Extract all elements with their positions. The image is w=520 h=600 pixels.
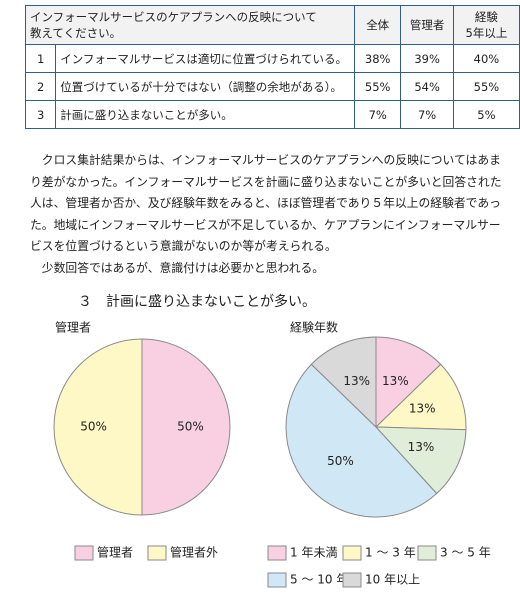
table-cell: 1 xyxy=(24,44,57,73)
legend-swatch xyxy=(417,545,437,561)
chart-title: 管理者 xyxy=(55,320,91,335)
slice-label: 13% xyxy=(343,374,370,388)
legend-label: 管理者外 xyxy=(170,545,218,560)
table-cell: 7% xyxy=(400,100,454,129)
legend-label: 1 年未満 xyxy=(290,546,337,560)
legend-label: 10 年以上 xyxy=(365,573,420,587)
pie-slice xyxy=(53,338,143,516)
pie-slice xyxy=(310,336,377,429)
header-cell: 管理者 xyxy=(400,5,454,45)
pie-slice xyxy=(374,363,467,431)
legend-swatch xyxy=(342,572,362,588)
header-cell: 全体 xyxy=(354,5,402,45)
section-heading: ３ 計画に盛り込まないことが多い。 xyxy=(78,294,316,310)
text-line: 少数回答ではあるが、意識付けは必要かと思われる。 xyxy=(30,260,325,275)
pie-slice xyxy=(374,426,467,495)
legend-swatch xyxy=(342,545,362,561)
table-cell: 55% xyxy=(452,72,520,101)
table-row: 2 位置づけているが十分ではない（調整の余地がある）。 55% 54% 55% xyxy=(24,72,520,101)
table-cell: 40% xyxy=(452,44,520,73)
legend-label: 3 ～ 5 年 xyxy=(440,546,491,560)
legend-label: 5 ～ 10 年 xyxy=(290,573,348,587)
survey-table: インフォーマルサービスのケアプランへの反映について 教えてください。 全体 管理者 経験… xyxy=(24,5,520,129)
table-row: 3 計画に盛り込まないことが多い。 7% 7% 5% xyxy=(24,100,520,129)
slice-label: 50% xyxy=(80,420,107,434)
body-text: クロス集計結果からは、インフォーマルサービスのケアプランへの反映についてはあまり… xyxy=(30,150,502,279)
header-cell: 経験 5年以上 xyxy=(452,5,520,45)
table-cell: 5% xyxy=(452,100,520,129)
legend-swatch xyxy=(147,545,167,561)
legend-label: 1 ～ 3 年 xyxy=(365,546,416,560)
slice-label: 13% xyxy=(408,440,435,454)
slice-label: 13% xyxy=(382,374,409,388)
slice-label: 50% xyxy=(327,454,354,468)
header-row: インフォーマルサービスのケアプランへの反映について 教えてください。 全体 管理者 経験… xyxy=(24,5,520,45)
text-line: クロス集計結果からは、インフォーマルサービスのケアプランへの反映についてはあま xyxy=(30,153,501,167)
header-line: インフォーマルサービスのケアプランへの反映について xyxy=(30,10,317,24)
table-cell: 計画に盛り込まないことが多い。 xyxy=(55,100,356,129)
legend-swatch xyxy=(267,572,287,588)
text-line: 人は、管理者か否か、及び経験年数をみると、ほぼ管理者であり５年以上の経験者であっ xyxy=(30,196,501,210)
legend-label: 管理者 xyxy=(97,545,133,560)
text-line: り差がなかった。インフォーマルサービスを計画に盛り込まないことが多いと回答された xyxy=(30,174,502,189)
chart-title: 経験年数 xyxy=(290,320,338,335)
text-line: ビスを位置づけるという意識がないのか等が考えられる。 xyxy=(30,239,337,253)
table-cell: 7% xyxy=(354,100,402,129)
pie-slice xyxy=(285,363,438,518)
text-line: た。地域にインフォーマルサービスが不足しているか、ケアプランにインフォーマルサー xyxy=(30,217,501,232)
pie-slice xyxy=(141,338,231,516)
table-cell: 55% xyxy=(354,72,402,101)
table-cell: 2 xyxy=(24,72,57,101)
slice-label: 50% xyxy=(177,420,204,434)
header-question: インフォーマルサービスのケアプランへの反映について 教えてください。 xyxy=(24,5,356,45)
table-cell: 54% xyxy=(400,72,454,101)
table-cell: 3 xyxy=(24,100,57,129)
legend-swatch xyxy=(74,545,94,561)
table-cell: 位置づけているが十分ではない（調整の余地がある）。 xyxy=(55,72,356,101)
header-line: 教えてください。 xyxy=(30,26,122,40)
pie-slice xyxy=(375,336,442,429)
header-line: 管理者 xyxy=(409,18,445,32)
header-line: 5年以上 xyxy=(465,26,508,40)
header-line: 全体 xyxy=(366,18,390,32)
slice-label: 13% xyxy=(409,402,436,416)
legend-swatch xyxy=(267,545,287,561)
header-line: 経験 xyxy=(474,10,498,24)
table-cell: 39% xyxy=(400,44,454,73)
